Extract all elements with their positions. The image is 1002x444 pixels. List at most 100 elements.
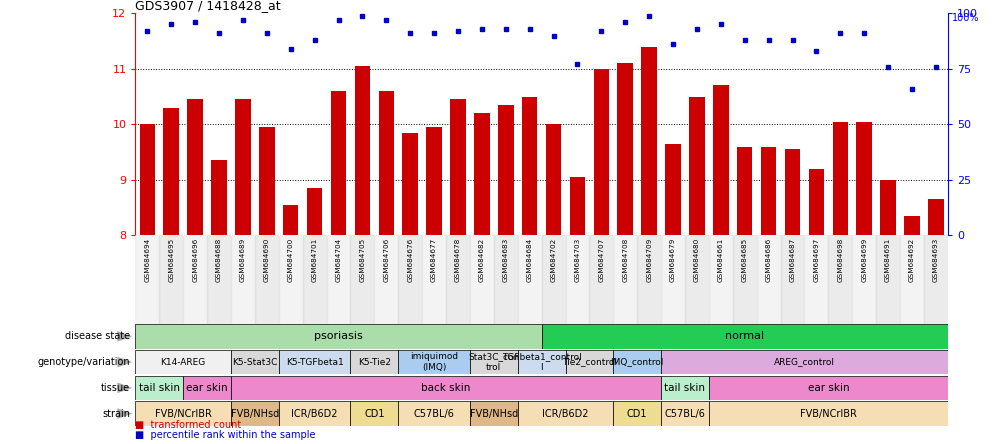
Bar [612, 235, 636, 324]
Text: FVB/NHsd: FVB/NHsd [230, 408, 279, 419]
Bar [446, 235, 470, 324]
Bar [159, 235, 183, 324]
Bar [230, 350, 279, 374]
Bar [327, 235, 350, 324]
Text: GSM684695: GSM684695 [168, 238, 174, 282]
Text: GDS3907 / 1418428_at: GDS3907 / 1418428_at [135, 0, 281, 12]
Bar [541, 324, 947, 349]
Text: GSM684709: GSM684709 [645, 238, 651, 282]
Bar [135, 350, 230, 374]
Bar [852, 235, 876, 324]
Bar [135, 376, 183, 400]
Bar [660, 376, 708, 400]
Bar [784, 149, 800, 235]
Text: GSM684700: GSM684700 [288, 238, 294, 282]
Bar [398, 235, 422, 324]
Bar [708, 376, 947, 400]
Bar [350, 350, 398, 374]
Text: GSM684702: GSM684702 [550, 238, 556, 282]
Bar [398, 401, 470, 426]
Polygon shape [117, 408, 132, 419]
Bar [565, 350, 612, 374]
Bar [612, 350, 660, 374]
Text: GSM684677: GSM684677 [431, 238, 437, 282]
Text: GSM684680: GSM684680 [693, 238, 699, 282]
Text: 100%: 100% [951, 13, 979, 24]
Text: GSM684698: GSM684698 [837, 238, 843, 282]
Bar [636, 235, 660, 324]
Bar [899, 235, 923, 324]
Text: GSM684693: GSM684693 [932, 238, 938, 282]
Text: GSM684691: GSM684691 [884, 238, 890, 282]
Text: psoriasis: psoriasis [314, 331, 363, 341]
Bar [517, 350, 565, 374]
Text: ■  transformed count: ■ transformed count [135, 420, 241, 430]
Text: TGFbeta1_control
l: TGFbeta1_control l [501, 353, 581, 372]
Bar [355, 66, 370, 235]
Bar [470, 350, 517, 374]
Bar [545, 124, 561, 235]
Bar [331, 91, 346, 235]
Text: disease state: disease state [65, 331, 130, 341]
Polygon shape [117, 331, 132, 342]
Text: FVB/NHsd: FVB/NHsd [469, 408, 517, 419]
Bar [541, 235, 565, 324]
Bar [183, 235, 206, 324]
Text: GSM684661: GSM684661 [717, 238, 723, 282]
Bar [612, 401, 660, 426]
Bar [808, 169, 824, 235]
Text: ICR/B6D2: ICR/B6D2 [291, 408, 338, 419]
Bar [135, 401, 230, 426]
Bar [732, 235, 756, 324]
Text: GSM684686: GSM684686 [765, 238, 771, 282]
Text: tail skin: tail skin [138, 383, 179, 393]
Bar [279, 401, 350, 426]
Bar [517, 235, 541, 324]
Bar [736, 147, 752, 235]
Bar [660, 235, 684, 324]
Bar [856, 122, 871, 235]
Bar [206, 235, 230, 324]
Text: C57BL/6: C57BL/6 [413, 408, 454, 419]
Bar [664, 144, 680, 235]
Bar [589, 235, 612, 324]
Text: C57BL/6: C57BL/6 [664, 408, 704, 419]
Bar [593, 69, 608, 235]
Bar [350, 235, 374, 324]
Text: GSM684708: GSM684708 [621, 238, 627, 282]
Text: tail skin: tail skin [664, 383, 704, 393]
Bar [283, 205, 299, 235]
Text: Tie2_control: Tie2_control [561, 357, 616, 367]
Bar [832, 122, 848, 235]
Bar [521, 97, 537, 235]
Text: GSM684687: GSM684687 [789, 238, 795, 282]
Bar [880, 180, 895, 235]
Bar [828, 235, 852, 324]
Bar [230, 376, 660, 400]
Bar [163, 108, 178, 235]
Bar [378, 91, 394, 235]
Text: GSM684699: GSM684699 [861, 238, 867, 282]
Bar [183, 376, 230, 400]
Bar [307, 188, 322, 235]
Bar [780, 235, 804, 324]
Text: tissue: tissue [101, 383, 130, 393]
Bar [450, 99, 465, 235]
Text: FVB/NCrIBR: FVB/NCrIBR [800, 408, 856, 419]
Bar [498, 105, 513, 235]
Text: GSM684676: GSM684676 [407, 238, 413, 282]
Bar [279, 235, 303, 324]
Text: GSM684683: GSM684683 [502, 238, 508, 282]
Bar [688, 97, 704, 235]
Bar [927, 199, 943, 235]
Text: Stat3C_con
trol: Stat3C_con trol [468, 353, 519, 372]
Bar [904, 216, 919, 235]
Text: GSM684696: GSM684696 [192, 238, 198, 282]
Bar [230, 235, 255, 324]
Text: ear skin: ear skin [186, 383, 227, 393]
Bar [684, 235, 708, 324]
Bar [660, 350, 947, 374]
Bar [402, 133, 418, 235]
Text: ■  percentile rank within the sample: ■ percentile rank within the sample [135, 429, 316, 440]
Bar [756, 235, 780, 324]
